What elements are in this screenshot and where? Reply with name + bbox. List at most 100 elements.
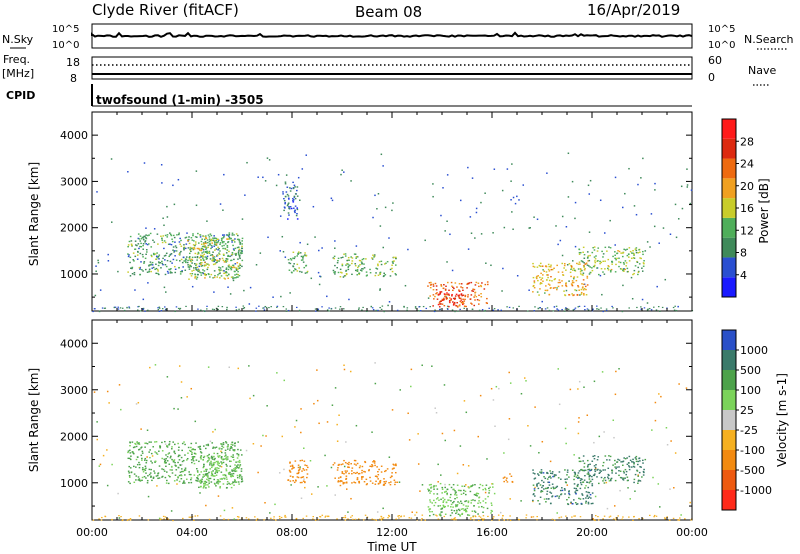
velocity-echo-point — [238, 483, 240, 485]
power-echo-point — [203, 246, 206, 248]
power-ground-point — [406, 309, 408, 311]
velocity-noise-point — [173, 407, 175, 410]
power-ground-point — [659, 310, 661, 313]
power-echo-point — [226, 258, 229, 260]
power-echo-point — [356, 270, 359, 272]
power-colorbar-tick-label: 4 — [740, 269, 747, 282]
velocity-echo-point — [222, 461, 225, 464]
velocity-echo-point — [628, 455, 631, 458]
power-echo-point — [532, 265, 535, 268]
power-noise-point — [139, 266, 142, 269]
power-echo-point — [127, 245, 129, 248]
velocity-echo-point — [538, 503, 541, 505]
velocity-echo-point — [541, 479, 543, 482]
power-noise-point — [446, 261, 448, 263]
power-echo-point — [158, 262, 161, 264]
power-echo-point — [612, 255, 614, 258]
power-noise-point — [348, 298, 350, 301]
power-ground-point — [533, 310, 536, 312]
velocity-echo-point — [205, 470, 208, 472]
power-echo-point — [288, 198, 290, 200]
velocity-echo-point — [140, 447, 142, 449]
velocity-echo-point — [287, 479, 290, 481]
velocity-echo-point — [431, 502, 434, 504]
velocity-ground-point — [196, 515, 199, 517]
velocity-echo-point — [570, 501, 572, 503]
velocity-noise-point — [541, 440, 544, 443]
power-ground-point — [270, 306, 272, 308]
velocity-echo-point — [586, 495, 588, 497]
velocity-noise-point — [181, 463, 183, 466]
velocity-echo-point — [181, 442, 184, 445]
power-ground-point — [650, 309, 653, 311]
power-echo-point — [563, 264, 566, 267]
power-echo-point — [362, 268, 364, 270]
power-noise-point — [571, 180, 574, 183]
velocity-noise-point — [137, 401, 140, 404]
power-echo-point — [435, 289, 438, 291]
velocity-echo-point — [207, 443, 210, 446]
velocity-echo-point — [237, 441, 240, 443]
power-echo-point — [440, 285, 443, 287]
power-echo-point — [535, 276, 538, 279]
power-ground-point — [555, 305, 558, 307]
velocity-noise-point — [96, 438, 99, 441]
power-echo-point — [236, 268, 239, 270]
power-ground-point — [362, 306, 364, 309]
power-echo-point — [203, 265, 206, 267]
velocity-echo-point — [600, 476, 603, 479]
power-echo-point — [150, 270, 152, 273]
velocity-echo-point — [587, 473, 590, 475]
velocity-noise-point — [573, 454, 575, 456]
power-ground-point — [497, 309, 499, 311]
velocity-echo-point — [236, 466, 239, 468]
velocity-echo-point — [348, 472, 350, 475]
power-ground-point — [119, 307, 122, 309]
velocity-echo-point — [353, 481, 355, 483]
velocity-echo-point — [467, 505, 469, 507]
velocity-echo-point — [180, 474, 183, 477]
power-echo-point — [573, 269, 576, 272]
power-echo-point — [432, 289, 435, 291]
power-echo-point — [373, 254, 376, 256]
power-noise-point — [284, 202, 286, 205]
power-echo-point — [477, 282, 480, 284]
velocity-echo-point — [233, 470, 235, 472]
velocity-noise-point — [178, 365, 181, 367]
velocity-echo-point — [202, 473, 205, 476]
velocity-echo-point — [635, 458, 638, 460]
power-noise-point — [232, 279, 235, 282]
power-noise-point — [289, 292, 291, 294]
power-ground-point — [572, 309, 575, 311]
power-echo-point — [200, 259, 203, 261]
power-echo-point — [452, 301, 454, 303]
power-ground-point — [157, 308, 160, 311]
velocity-echo-point — [231, 469, 233, 471]
power-echo-point — [457, 295, 460, 297]
velocity-echo-point — [576, 474, 579, 477]
velocity-noise-point — [605, 481, 608, 484]
power-noise-point — [147, 282, 149, 284]
velocity-echo-point — [230, 446, 233, 448]
velocity-echo-point — [297, 470, 300, 472]
velocity-echo-point — [487, 495, 489, 498]
power-noise-point — [259, 252, 262, 254]
velocity-echo-point — [558, 471, 561, 473]
power-echo-point — [180, 258, 183, 261]
power-echo-point — [539, 282, 542, 284]
power-echo-point — [486, 297, 488, 300]
velocity-echo-point — [234, 464, 236, 466]
velocity-noise-point — [93, 391, 96, 393]
power-ground-point — [334, 307, 337, 309]
power-echo-point — [379, 273, 382, 275]
power-echo-point — [474, 291, 477, 294]
velocity-noise-point — [249, 397, 251, 400]
power-echo-point — [539, 283, 542, 285]
power-echo-point — [213, 270, 216, 272]
velocity-echo-point — [199, 479, 202, 482]
power-ground-point — [178, 308, 181, 310]
velocity-noise-point — [601, 371, 604, 373]
velocity-echo-point — [474, 494, 477, 496]
x-tick-label: 12:00 — [376, 526, 408, 539]
power-noise-point — [490, 264, 492, 267]
